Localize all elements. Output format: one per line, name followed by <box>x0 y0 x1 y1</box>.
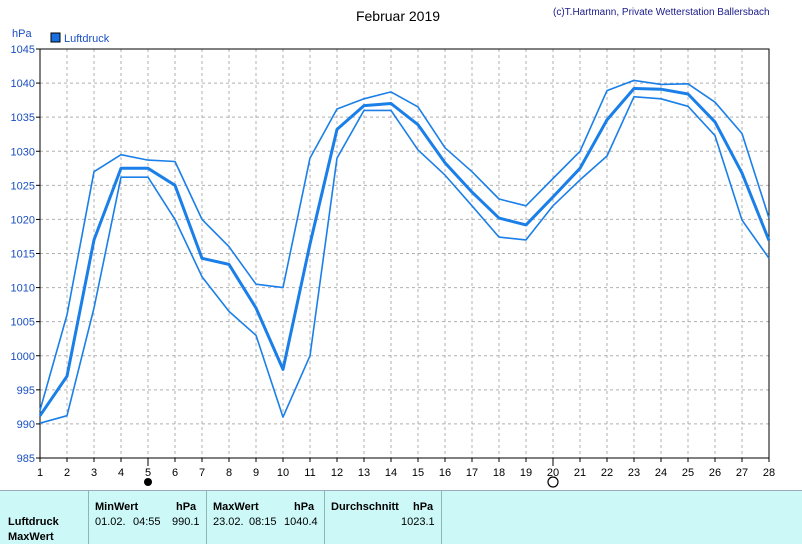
max-date: 23.02. <box>213 516 244 528</box>
x-tick-label: 8 <box>226 467 232 479</box>
y-tick-label: 1015 <box>11 249 35 261</box>
y-tick-label: 990 <box>17 419 35 431</box>
divider <box>88 491 89 544</box>
y-tick-label: 1040 <box>11 78 35 90</box>
x-tick-label: 18 <box>493 467 505 479</box>
new-moon-icon <box>144 478 152 486</box>
plot-frame <box>39 48 770 459</box>
statistics-panel: MinWert hPa MaxWert hPa Durchschnitt hPa… <box>0 490 802 544</box>
x-tick-label: 9 <box>253 467 259 479</box>
x-tick-label: 21 <box>574 467 586 479</box>
max-time: 08:15 <box>249 516 277 528</box>
x-tick-label: 23 <box>628 467 640 479</box>
avg-unit: hPa <box>413 501 434 513</box>
x-tick-label: 19 <box>520 467 532 479</box>
x-tick-label: 10 <box>277 467 289 479</box>
chart-title: Februar 2019 <box>356 8 440 24</box>
x-tick-label: 1 <box>37 467 43 479</box>
x-tick-label: 14 <box>385 467 397 479</box>
row-label: Luftdruck <box>8 516 59 528</box>
legend-label: Luftdruck <box>64 33 110 45</box>
x-tick-label: 27 <box>736 467 748 479</box>
legend-swatch <box>50 32 61 43</box>
series-line-min <box>39 95 770 424</box>
min-date: 01.02. <box>95 516 126 528</box>
avg-header: Durchschnitt <box>331 501 399 513</box>
x-tick-label: 17 <box>466 467 478 479</box>
x-tick-label: 16 <box>439 467 451 479</box>
divider <box>206 491 207 544</box>
row-label-2: MaxWert <box>8 531 54 543</box>
y-tick-label: 985 <box>17 453 35 465</box>
x-tick-label: 26 <box>709 467 721 479</box>
x-tick-label: 7 <box>199 467 205 479</box>
y-tick-label: 1010 <box>11 283 35 295</box>
x-tick-label: 6 <box>172 467 178 479</box>
pressure-chart: Februar 2019 (c)T.Hartmann, Private Wett… <box>11 7 775 488</box>
y-tick-label: 995 <box>17 385 35 397</box>
x-tick-label: 15 <box>412 467 424 479</box>
x-tick-label: 13 <box>358 467 370 479</box>
x-tick-label: 5 <box>145 467 151 479</box>
avg-value: 1023.1 <box>401 516 435 528</box>
y-tick-label: 1030 <box>11 146 35 158</box>
y-tick-label: 1020 <box>11 214 35 226</box>
copyright-text: (c)T.Hartmann, Private Wetterstation Bal… <box>553 7 770 18</box>
full-moon-icon <box>547 476 559 488</box>
series-line-mean <box>38 87 771 417</box>
divider <box>441 491 442 544</box>
x-tick-label: 20 <box>547 467 559 479</box>
y-tick-label: 1000 <box>11 351 35 363</box>
min-time: 04:55 <box>133 516 161 528</box>
series-line-max <box>39 79 770 411</box>
x-tick-label: 22 <box>601 467 613 479</box>
y-tick-label: 1045 <box>11 44 35 56</box>
min-unit: hPa <box>176 501 197 513</box>
x-tick-label: 3 <box>91 467 97 479</box>
divider <box>324 491 325 544</box>
plot-area: 9859909951000100510101015102010251030103… <box>11 44 775 488</box>
y-tick-label: 1025 <box>11 180 35 192</box>
max-unit: hPa <box>294 501 315 513</box>
x-tick-label: 12 <box>331 467 343 479</box>
x-tick-label: 2 <box>64 467 70 479</box>
min-header: MinWert <box>95 501 139 513</box>
x-tick-label: 28 <box>763 467 775 479</box>
x-tick-label: 11 <box>304 467 315 479</box>
y-axis-unit: hPa <box>12 28 32 40</box>
max-header: MaxWert <box>213 501 259 513</box>
x-tick-label: 24 <box>655 467 667 479</box>
max-value: 1040.4 <box>284 516 318 528</box>
x-tick-label: 25 <box>682 467 694 479</box>
x-tick-label: 4 <box>118 467 124 479</box>
y-tick-label: 1005 <box>11 317 35 329</box>
y-tick-label: 1035 <box>11 112 35 124</box>
min-value: 990.1 <box>172 516 200 528</box>
